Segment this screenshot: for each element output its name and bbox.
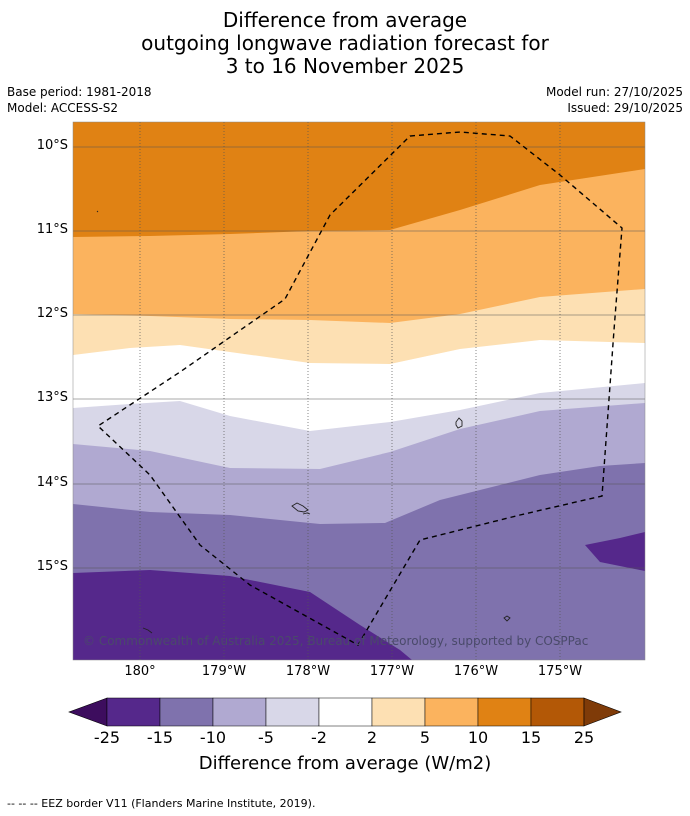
lat-label-12s: 12°S [36,306,68,321]
colorbar-tick-label: 15 [520,728,542,747]
colorbar-segment [424,697,479,727]
lat-label-14s: 14°S [36,475,68,490]
graticule [73,146,645,569]
title-line-2: outgoing longwave radiation forecast for [141,31,549,55]
colorbar-segment [318,697,373,727]
title-line-1: Difference from average [222,8,468,32]
colorbar-segment [371,697,426,727]
colorbar-tick-label: -10 [199,728,227,747]
lon-label-179w: 179°W [201,664,247,679]
colorbar-tick-label: 2 [366,728,378,747]
model-name: Model: ACCESS-S2 [7,101,119,115]
colorbar-segment [530,697,585,727]
base-period: Base period: 1981-2018 [7,85,152,99]
colorbar-label: Difference from average (W/m2) [198,753,492,774]
lon-label-177w: 177°W [369,664,415,679]
colorbar-segment [265,697,320,727]
island-southwest [142,627,153,634]
colorbar-tick-label: 25 [573,728,595,747]
colorbar-tick-label: -15 [146,728,174,747]
colorbar-tick-label: 5 [419,728,431,747]
lon-label-176w: 176°W [453,664,499,679]
model-run: Model run: 27/10/2025 [545,85,683,99]
colorbar-tick-label: -25 [93,728,121,747]
lon-label-175w: 175°W [537,664,583,679]
band-minus25-to-minus15-south [73,570,412,660]
colorbar-segment [106,697,161,727]
lat-label-10s: 10°S [36,138,68,153]
map-frame [72,121,646,661]
island-north [96,210,99,213]
islands [96,210,511,634]
colorbar-extend-low [68,697,108,727]
colorbar-tick-label: -2 [311,728,327,747]
copyright-notice: © Commonwealth of Australia 2025, Bureau… [83,634,588,648]
colorbar-segment [477,697,532,727]
island-southeast [503,615,511,622]
island-east [455,417,463,429]
colorbar [68,697,622,727]
lat-label-11s: 11°S [36,222,68,237]
colorbar-extend-high [583,697,622,727]
lat-label-15s: 15°S [36,559,68,574]
eez-legend: -- -- -- EEZ border V11 (Flanders Marine… [7,797,316,810]
colorbar-tick-label: 10 [467,728,489,747]
issued-date: Issued: 29/10/2025 [567,101,683,115]
anomaly-field [73,122,645,660]
island-central [291,502,311,515]
lat-label-13s: 13°S [36,390,68,405]
eez-border [96,131,623,646]
lon-label-178w: 178°W [285,664,331,679]
lon-label-180: 180° [124,664,156,679]
colorbar-segment [159,697,214,727]
title-line-3: 3 to 16 November 2025 [225,54,465,78]
colorbar-tick-label: -5 [258,728,274,747]
colorbar-segment [212,697,267,727]
band-minus25-to-minus15-east [585,532,645,571]
